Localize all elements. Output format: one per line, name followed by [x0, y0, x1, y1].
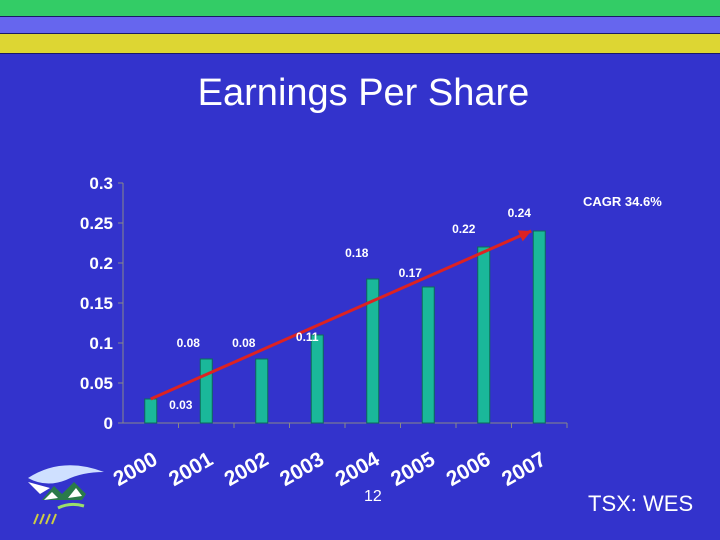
data-label: 0.22: [452, 222, 476, 236]
slide-title: Earnings Per Share: [197, 72, 530, 114]
x-tick-label: 2002: [221, 448, 273, 491]
header-band-yellow: [0, 34, 720, 54]
data-label: 0.24: [508, 206, 532, 220]
y-tick-label: 0.3: [89, 174, 113, 193]
bar: [255, 358, 269, 424]
x-tick-label: 2007: [498, 448, 550, 491]
data-label: 0.03: [169, 398, 193, 412]
y-tick-label: 0.05: [80, 374, 113, 393]
bar: [144, 398, 158, 424]
data-label: 0.18: [345, 246, 369, 260]
y-tick-label: 0.2: [89, 254, 113, 273]
company-logo-icon: [28, 465, 104, 525]
y-tick-label: 0.15: [80, 294, 113, 313]
header-band-green: [0, 0, 720, 17]
bar: [532, 230, 546, 424]
cagr-annotation: CAGR 34.6%: [583, 194, 662, 209]
x-tick-label: 2006: [443, 448, 495, 491]
stock-ticker: TSX: WES: [588, 491, 694, 516]
bar: [310, 334, 324, 424]
x-tick-label: 2005: [387, 448, 439, 491]
x-tick-label: 2000: [110, 448, 162, 491]
trend-arrowhead-icon: [517, 230, 532, 242]
x-tick-label: 2001: [165, 448, 217, 491]
data-label: 0.08: [177, 336, 201, 350]
data-label: 0.11: [296, 330, 319, 344]
y-tick-label: 0.25: [80, 214, 113, 233]
cagr-trend-line: [150, 229, 532, 401]
x-tick-label: 2004: [332, 448, 384, 491]
y-tick-label: 0: [104, 414, 113, 433]
data-label: 0.08: [232, 336, 256, 350]
bar: [477, 246, 491, 424]
y-tick-label: 0.1: [89, 334, 113, 353]
bar: [366, 278, 380, 424]
bar: [421, 286, 435, 424]
page-number: 12: [364, 488, 382, 505]
x-tick-label: 2003: [276, 448, 328, 491]
header-band-lavender: [0, 17, 720, 34]
data-label: 0.17: [399, 266, 423, 280]
bar: [199, 358, 213, 424]
